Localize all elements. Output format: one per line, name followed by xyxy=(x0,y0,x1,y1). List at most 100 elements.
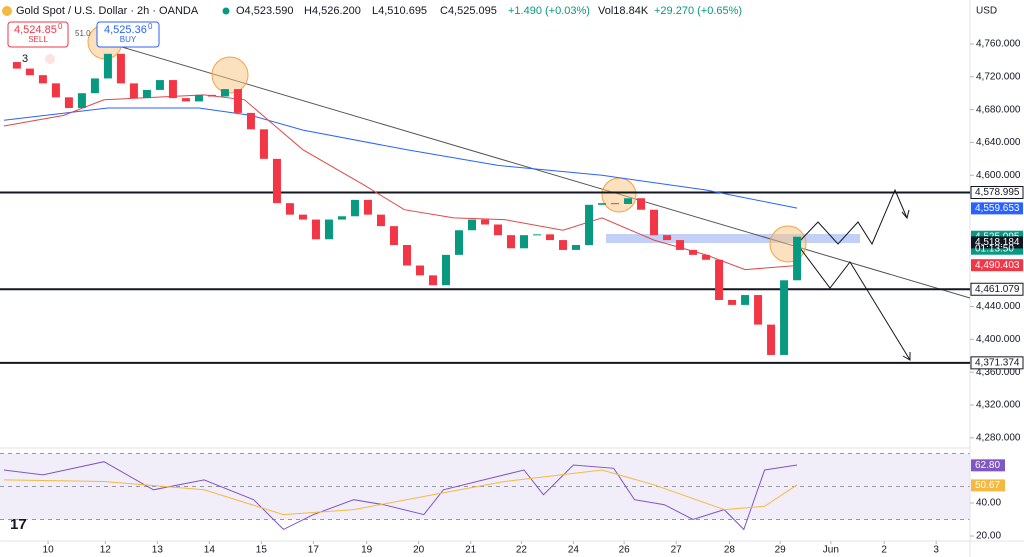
x-tick-label: 20 xyxy=(413,545,425,556)
price-label-box xyxy=(971,259,1023,272)
sell-sup: 0 xyxy=(58,22,63,31)
open: O4,523.590 xyxy=(236,5,294,17)
rsi-line xyxy=(3,461,798,531)
level-label: 4,578.995 xyxy=(975,187,1020,198)
volume-change: +29.270 (+0.65%) xyxy=(654,5,742,17)
candle-body xyxy=(598,203,607,205)
indicator-count[interactable]: 3 xyxy=(22,53,28,65)
price-label: 4,559.653 xyxy=(975,203,1020,214)
candle-body xyxy=(507,235,516,249)
buy-sup: 0 xyxy=(148,22,153,31)
price-label: 4,490.403 xyxy=(975,260,1020,271)
y-tick-label: 4,720.000 xyxy=(976,71,1021,82)
sell-label: SELL xyxy=(28,35,48,44)
buy-price: 4,525.36 xyxy=(104,24,147,36)
rsi-line xyxy=(3,469,798,516)
candle-body xyxy=(77,93,86,108)
x-tick-label: 22 xyxy=(516,545,528,556)
candle-body xyxy=(103,53,112,79)
candle-body xyxy=(376,214,385,227)
x-tick-label: 13 xyxy=(152,545,164,556)
sell-button[interactable] xyxy=(7,21,69,48)
y-tick-label: 4,440.000 xyxy=(976,301,1021,312)
candle-body xyxy=(298,214,307,220)
candle-body xyxy=(12,62,21,69)
candle-body xyxy=(454,230,463,255)
candle-body xyxy=(572,245,581,250)
candle-body xyxy=(415,265,424,276)
candle-body xyxy=(129,83,138,99)
x-tick-label: 24 xyxy=(568,545,580,556)
candle-body xyxy=(259,129,268,159)
x-tick-label: 19 xyxy=(361,545,373,556)
high: H4,526.200 xyxy=(304,5,361,17)
candle-body xyxy=(676,240,685,250)
touch-circle xyxy=(601,177,637,213)
volume: Vol18.84K xyxy=(598,5,649,17)
buy-button[interactable] xyxy=(96,21,160,48)
candle-body xyxy=(689,249,698,255)
alert-icon[interactable] xyxy=(45,54,55,64)
x-tick-label: 2 xyxy=(881,545,887,556)
candle-body xyxy=(611,203,620,205)
candle-body xyxy=(780,280,789,355)
logo: 17 xyxy=(10,516,27,533)
x-tick-label: Jun xyxy=(823,545,839,556)
candle-body xyxy=(520,235,529,249)
x-tick-label: 14 xyxy=(204,545,216,556)
spread: 51.0 xyxy=(75,29,91,38)
y-tick-label: 4,760.000 xyxy=(976,39,1021,50)
candle-body xyxy=(428,275,437,286)
candle-body xyxy=(441,254,450,286)
x-tick-label: 27 xyxy=(671,545,683,556)
y-tick-label: 4,360.000 xyxy=(976,367,1021,378)
x-tick-label: 21 xyxy=(465,545,477,556)
candle-body xyxy=(793,236,802,281)
candle-body xyxy=(363,199,372,215)
currency: USD xyxy=(976,6,997,17)
arrow-head xyxy=(902,352,911,361)
candle-body xyxy=(350,199,359,217)
candle-body xyxy=(754,295,763,325)
candle-body xyxy=(246,112,255,130)
candle-body xyxy=(272,158,281,204)
y-tick-label: 4,600.000 xyxy=(976,170,1021,181)
candle-body xyxy=(285,203,294,215)
candle-body xyxy=(624,198,633,204)
candle-body xyxy=(64,97,73,108)
moving-average xyxy=(3,107,798,209)
x-tick-label: 28 xyxy=(724,545,736,556)
candle-body xyxy=(585,204,594,246)
candle-body xyxy=(38,75,47,84)
projection-up xyxy=(796,188,908,246)
price-label-box xyxy=(971,202,1023,215)
candle-body xyxy=(728,299,737,305)
candle-body xyxy=(116,53,125,84)
symbol-icon xyxy=(2,6,12,16)
x-tick-label: 26 xyxy=(619,545,631,556)
zone xyxy=(606,234,860,243)
candle-body xyxy=(51,83,60,98)
symbol: Gold Spot / U.S. Dollar · 2h · OANDA xyxy=(16,5,199,17)
price-label-box xyxy=(971,236,1023,249)
trendline xyxy=(104,41,971,299)
y-tick-label: 4,280.000 xyxy=(976,432,1021,443)
candle-body xyxy=(533,234,542,236)
rsi-label: 62.80 xyxy=(975,460,1000,471)
level-label: 4,371.374 xyxy=(975,357,1020,368)
y-tick-label: 4,640.000 xyxy=(976,137,1021,148)
candle-body xyxy=(481,219,489,225)
y-tick-label: 4,680.000 xyxy=(976,104,1021,115)
candle-body xyxy=(207,94,216,97)
buy-label: BUY xyxy=(120,35,137,44)
market-open xyxy=(222,7,230,15)
candle-body xyxy=(25,68,34,76)
candle-body xyxy=(220,89,229,97)
projection-down xyxy=(796,243,911,361)
candle-body xyxy=(663,235,672,241)
rsi-tick-label: 20.00 xyxy=(976,531,1001,542)
candle-body xyxy=(168,80,177,99)
candle-body xyxy=(337,216,346,220)
candle-body xyxy=(389,226,398,246)
